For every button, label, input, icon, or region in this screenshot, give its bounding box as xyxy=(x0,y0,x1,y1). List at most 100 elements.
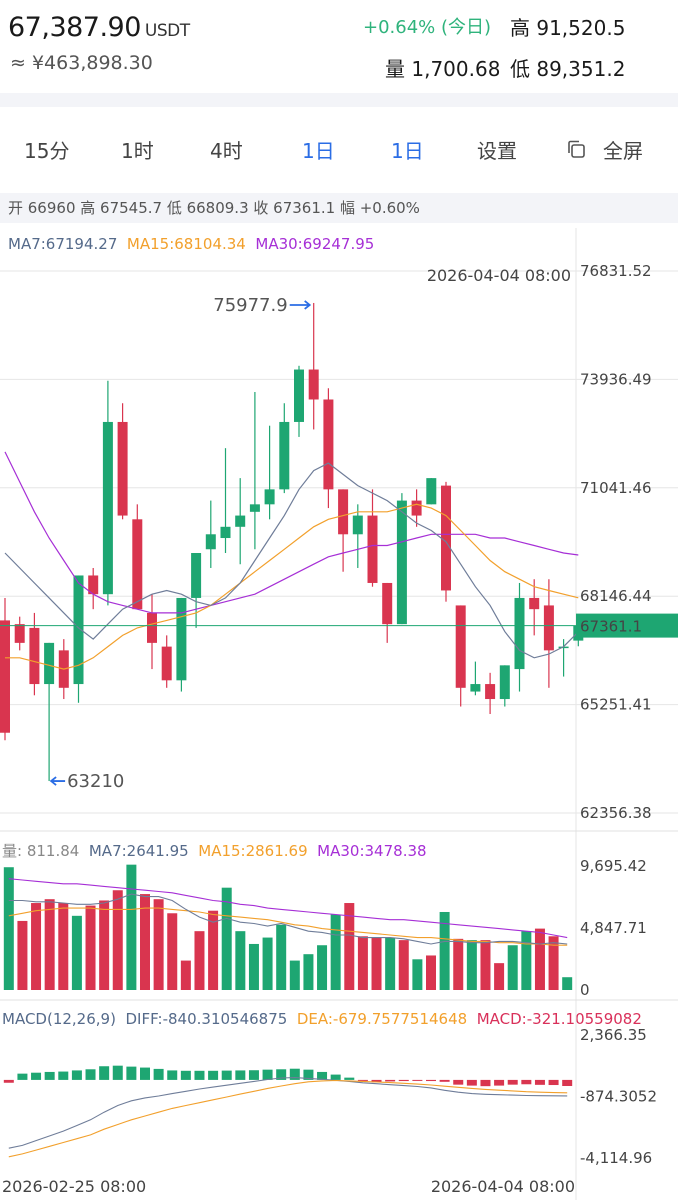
tab-4h[interactable]: 4时 xyxy=(210,139,243,163)
volume-bar xyxy=(221,887,232,990)
macd-tick-label: -874.3052 xyxy=(580,1088,657,1106)
volume-bar xyxy=(153,899,164,990)
volume-legend: 量: 811.84 MA7:2641.95 MA15:2861.69 MA30:… xyxy=(2,840,427,861)
volume-bar xyxy=(208,910,219,990)
macd-histogram-bar xyxy=(44,1071,55,1080)
candle-up xyxy=(205,534,216,550)
candle-up xyxy=(191,553,202,598)
volume-label: 量: 811.84 xyxy=(2,842,80,860)
volume-bar xyxy=(140,894,150,990)
interval-tabs: 15分 1时 4时 1日 1日 设置 全屏 xyxy=(0,125,678,173)
macd-histogram-bar xyxy=(357,1079,368,1081)
x-axis-end-date: 2026-04-04 08:00 xyxy=(431,1177,575,1196)
volume-bar xyxy=(194,931,205,990)
price-tick-label: 62356.38 xyxy=(580,804,652,822)
macd-histogram-bar xyxy=(317,1071,328,1080)
candle-down xyxy=(411,500,422,516)
candle-up xyxy=(499,665,510,700)
volume-bar xyxy=(357,936,368,990)
macd-histogram-bar xyxy=(371,1079,382,1083)
volume-bar xyxy=(494,963,505,990)
tab-1d[interactable]: 1日 xyxy=(302,139,335,163)
macd-histogram-bar xyxy=(180,1070,191,1080)
volume-bar xyxy=(330,914,341,990)
candle-down xyxy=(29,627,40,685)
tab-1h[interactable]: 1时 xyxy=(121,139,154,163)
ma15-label: MA15:68104.34 xyxy=(126,235,246,253)
high-price: 高 91,520.5 xyxy=(510,16,626,40)
price-ma-legend: MA7:67194.27 MA15:68104.34 MA30:69247.95 xyxy=(8,235,374,253)
macd-histogram-bar xyxy=(208,1070,219,1080)
macd-histogram-bar xyxy=(289,1068,300,1080)
macd-histogram-bar xyxy=(534,1079,545,1085)
candle-down xyxy=(382,582,393,625)
volume-bar xyxy=(44,899,55,990)
candle-up xyxy=(470,684,481,692)
volume-bar xyxy=(85,905,96,990)
volume-bar xyxy=(439,911,450,990)
volume-bar xyxy=(412,959,423,990)
candle-down xyxy=(338,489,349,535)
tab-fullscreen[interactable]: 全屏 xyxy=(603,139,643,163)
volume-ma30-label: MA30:3478.38 xyxy=(317,842,427,860)
macd-histogram-bar xyxy=(31,1072,42,1080)
candle-down xyxy=(117,421,128,516)
ma30-line xyxy=(4,451,579,614)
candle-up xyxy=(558,646,569,649)
volume-bar xyxy=(262,937,273,990)
candle-up xyxy=(294,369,304,422)
volume-bar xyxy=(534,928,545,990)
macd-legend: MACD(12,26,9) DIFF:-840.310546875 DEA:-6… xyxy=(2,1010,642,1028)
tab-15m[interactable]: 15分 xyxy=(24,139,70,163)
volume-bar xyxy=(344,903,355,990)
macd-histogram-bar xyxy=(71,1070,82,1080)
min-arrow-icon xyxy=(49,776,66,786)
volume-bar xyxy=(235,931,246,990)
macd-histogram-bar xyxy=(330,1074,341,1080)
volume-bar xyxy=(276,924,287,990)
price-tick-label: 76831.52 xyxy=(580,262,652,280)
section-divider xyxy=(0,93,678,107)
volume-ma15-label: MA15:2861.69 xyxy=(198,842,308,860)
volume-24h: 量 1,700.68 xyxy=(385,57,501,81)
macd-histogram-bar xyxy=(412,1079,423,1081)
candle-down xyxy=(485,684,496,700)
macd-histogram-bar xyxy=(221,1070,232,1080)
candle-down xyxy=(88,575,99,595)
max-price-annotation: 75977.9 xyxy=(213,295,287,316)
tab-1d-dropdown[interactable]: 1日 xyxy=(391,139,424,163)
candle-down xyxy=(14,624,25,643)
candle-up xyxy=(249,504,260,512)
volume-bar xyxy=(507,945,518,990)
volume-tick-label: 0 xyxy=(580,981,590,999)
ma7-line xyxy=(4,462,579,659)
volume-bar xyxy=(426,955,436,990)
macd-histogram-bar xyxy=(398,1079,409,1082)
macd-histogram-bar xyxy=(85,1069,96,1080)
volume-bar xyxy=(180,960,191,990)
macd-histogram-bar xyxy=(344,1077,355,1080)
max-arrow-icon xyxy=(289,300,312,310)
volume-tick-label: 9,695.42 xyxy=(580,857,647,875)
ma7-label: MA7:67194.27 xyxy=(8,235,118,253)
low-price: 低 89,351.2 xyxy=(510,57,626,81)
daily-change: +0.64% (今日) xyxy=(363,17,492,38)
candle-down xyxy=(323,399,334,490)
last-price-tag xyxy=(576,613,678,638)
volume-bar xyxy=(371,937,382,990)
macd-histogram-bar xyxy=(453,1079,464,1085)
candle-down xyxy=(367,515,378,583)
volume-bar xyxy=(99,900,110,990)
candle-down xyxy=(543,605,554,651)
volume-bar xyxy=(548,936,559,990)
volume-bar xyxy=(71,915,82,990)
macd-histogram-bar xyxy=(385,1079,396,1082)
candle-up xyxy=(279,421,290,490)
macd-histogram-bar xyxy=(3,1079,14,1083)
candle-up xyxy=(44,642,55,685)
fullscreen-icon[interactable] xyxy=(566,139,586,159)
tab-settings[interactable]: 设置 xyxy=(477,139,517,163)
ticker-header: 67,387.90 USDT ≈ ¥463,898.30 +0.64% (今日) … xyxy=(0,0,678,92)
candle-up xyxy=(220,526,231,539)
